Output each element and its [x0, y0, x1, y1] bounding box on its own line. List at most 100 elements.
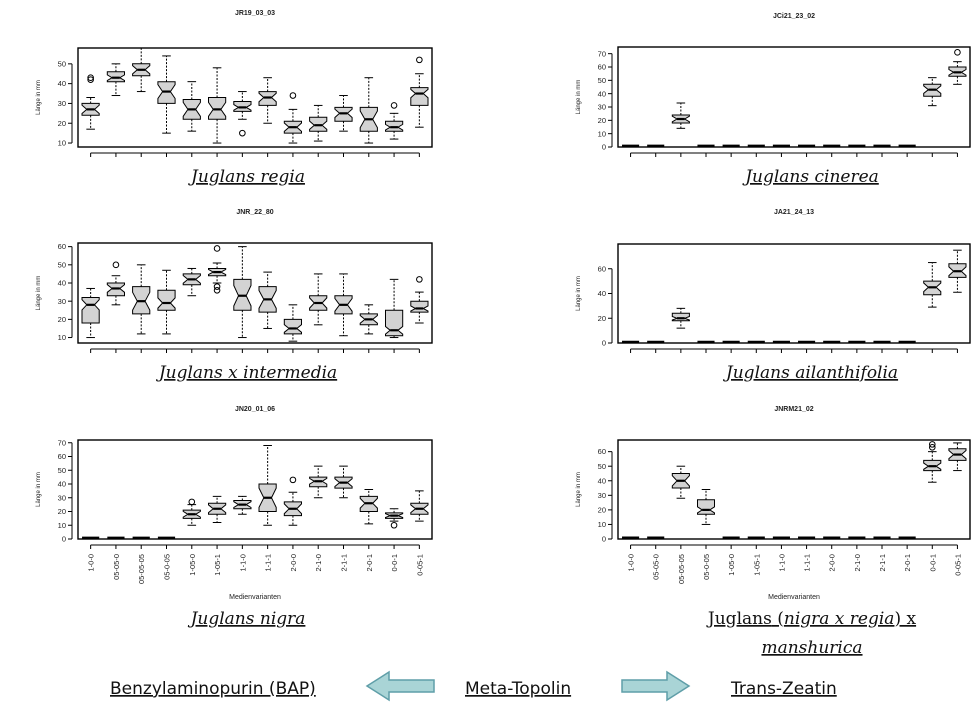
box-body [697, 499, 715, 515]
box-10 [334, 95, 353, 132]
caption-segment: Juglans [706, 609, 772, 629]
x-tick-label: 1-1-0 [777, 554, 786, 572]
chart-panel-3: JA21_24_13 0 20 40 60 Länge in mm Juglans aila… [576, 209, 971, 383]
y-tick-label: 40 [598, 289, 606, 298]
x-tick-label: 1-1-1 [264, 554, 273, 572]
y-tick-label: 60 [598, 447, 606, 456]
y-tick-label: 60 [598, 264, 606, 273]
box-12 [385, 278, 404, 339]
x-tick-label: 05-05-05 [677, 554, 686, 584]
x-tick-label: 1-1-0 [238, 554, 247, 572]
box-3 [157, 269, 176, 335]
caption-segment: ( [772, 609, 784, 629]
chart-panel-2: JNR_22_80 10 20 30 40 50 60 Länge in mm Juglans … [36, 209, 433, 383]
left-arrow-icon [365, 670, 435, 702]
box-1 [106, 261, 125, 306]
plot-frame [617, 439, 971, 540]
box-13 [948, 49, 967, 85]
box-12 [923, 262, 942, 308]
x-tick-label: 2-1-1 [340, 554, 349, 572]
box-9 [309, 465, 328, 499]
caption-segment: manshurica [761, 638, 862, 658]
x-tick-label: 1-0-0 [87, 554, 96, 572]
box-body [410, 87, 429, 106]
box-13 [410, 490, 429, 522]
y-tick-label: 60 [58, 452, 66, 461]
y-tick-label: 20 [58, 119, 66, 128]
y-tick-label: 20 [598, 314, 606, 323]
chart-panel-5: JNRM21_02 0 10 20 30 40 50 60 Länge in mm 1-0-0 05… [576, 406, 971, 658]
box-10 [334, 465, 353, 499]
outlier-point [87, 76, 94, 83]
caption-segment: Juglans ailanthifolia [723, 363, 898, 383]
box-13 [948, 442, 967, 472]
outlier-point [213, 245, 221, 252]
y-tick-label: 30 [598, 491, 606, 500]
chart-panels: JR19_03_03 10 20 30 40 50 Länge in mm Juglans r… [36, 10, 971, 658]
y-tick-label: 0 [602, 143, 606, 152]
x-tick-label: 2-1-1 [878, 554, 887, 572]
caption-segment: Juglans x intermedia [156, 363, 337, 383]
outlier-point [928, 441, 936, 448]
box-body [671, 312, 690, 322]
y-tick-label: 30 [58, 99, 66, 108]
y-tick-label: 20 [58, 507, 66, 516]
species-caption: Juglans ailanthifolia [723, 363, 898, 383]
box-13 [410, 56, 429, 128]
box-3 [697, 489, 715, 525]
outlier-point [289, 476, 297, 484]
box-body [157, 289, 176, 311]
outlier-point [289, 92, 297, 99]
caption-segment: ) x [894, 609, 916, 629]
outlier-point [188, 498, 196, 506]
box-2 [132, 264, 151, 335]
box-8 [283, 92, 302, 144]
x-tick-label: 2-0-1 [903, 554, 912, 572]
box-4 [182, 267, 201, 297]
x-tick-label: 0-05-1 [415, 554, 424, 576]
caption-segment: nigra x regia [784, 609, 895, 629]
x-tick-label: 0-0-1 [390, 554, 399, 572]
x-tick-label: 2-1-0 [314, 554, 323, 572]
x-tick-label: 1-05-1 [752, 554, 761, 576]
x-axis-label: Medienvarianten [229, 594, 281, 601]
species-caption: Juglans nigra [188, 609, 306, 629]
plot-frame [617, 46, 971, 148]
box-12 [923, 77, 942, 107]
plot-frame [77, 242, 433, 344]
y-tick-label: 10 [598, 129, 606, 138]
y-tick-label: 30 [58, 493, 66, 502]
box-11 [359, 77, 378, 144]
box-0 [81, 287, 100, 339]
y-tick-label: 40 [58, 480, 66, 489]
y-tick-label: 40 [58, 279, 66, 288]
x-tick-label: 1-05-0 [188, 554, 197, 576]
y-axis-label: Länge in mm [576, 276, 582, 311]
box-2 [132, 47, 151, 93]
outlier-point [390, 102, 398, 109]
box-10 [334, 273, 353, 337]
outlier-point [416, 276, 423, 283]
x-tick-label: 1-05-1 [213, 554, 222, 576]
species-caption: Juglans (nigra x regia) x [706, 609, 917, 629]
box-2 [671, 465, 690, 499]
species-caption-line2: manshurica [761, 638, 862, 658]
x-tick-label: 2-0-0 [828, 554, 837, 572]
outlier-point [390, 521, 398, 529]
box-6 [233, 246, 252, 339]
chart-title: JNR_22_80 [236, 209, 273, 216]
box-body [410, 300, 429, 313]
outlier-point [213, 283, 221, 290]
x-tick-label: 0-0-1 [928, 554, 937, 572]
x-tick-label: 05-05-05 [137, 554, 146, 584]
x-tick-label: 05-0-05 [163, 554, 172, 580]
box-5 [208, 495, 227, 523]
plot-frame [77, 439, 433, 540]
outlier-point [928, 443, 936, 451]
box-6 [233, 91, 252, 137]
box-12 [923, 441, 942, 483]
outlier-point [112, 261, 120, 269]
x-tick-label: 1-05-0 [727, 554, 736, 576]
y-tick-label: 10 [58, 139, 66, 148]
